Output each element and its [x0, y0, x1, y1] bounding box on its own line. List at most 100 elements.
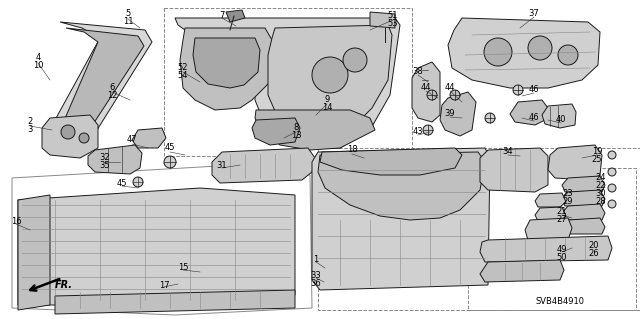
- Polygon shape: [268, 25, 392, 138]
- Text: 31: 31: [217, 161, 227, 170]
- Circle shape: [450, 90, 460, 100]
- Bar: [468, 168, 636, 310]
- Circle shape: [558, 45, 578, 65]
- Circle shape: [427, 90, 437, 100]
- Text: 9: 9: [324, 95, 330, 105]
- Text: 8: 8: [293, 123, 299, 132]
- Circle shape: [513, 85, 523, 95]
- Circle shape: [608, 200, 616, 208]
- Text: 27: 27: [557, 216, 567, 225]
- Text: 38: 38: [413, 68, 424, 77]
- Text: 17: 17: [159, 280, 170, 290]
- Polygon shape: [562, 204, 605, 220]
- Text: 30: 30: [596, 189, 606, 198]
- Polygon shape: [562, 176, 605, 192]
- Polygon shape: [193, 38, 260, 88]
- Polygon shape: [180, 28, 272, 110]
- Text: 26: 26: [589, 249, 599, 258]
- Polygon shape: [448, 18, 600, 88]
- Polygon shape: [18, 188, 295, 305]
- Polygon shape: [535, 207, 566, 221]
- Circle shape: [528, 36, 552, 60]
- Polygon shape: [60, 28, 144, 138]
- Text: 6: 6: [109, 84, 115, 93]
- Circle shape: [61, 125, 75, 139]
- Text: 20: 20: [589, 241, 599, 250]
- Text: 23: 23: [563, 189, 573, 198]
- Polygon shape: [440, 92, 476, 136]
- Text: 40: 40: [556, 115, 566, 124]
- Text: 10: 10: [33, 62, 44, 70]
- Circle shape: [608, 184, 616, 192]
- Text: 37: 37: [529, 10, 540, 19]
- Text: 25: 25: [592, 155, 602, 165]
- Polygon shape: [320, 148, 462, 175]
- Circle shape: [164, 156, 176, 168]
- Polygon shape: [542, 104, 576, 128]
- Text: 4: 4: [35, 54, 40, 63]
- Text: 3: 3: [28, 125, 33, 135]
- Circle shape: [423, 125, 433, 135]
- Polygon shape: [480, 260, 564, 282]
- Text: FR.: FR.: [55, 280, 73, 290]
- Polygon shape: [535, 193, 566, 207]
- Text: 2: 2: [28, 117, 33, 127]
- Polygon shape: [55, 290, 295, 314]
- Text: 43: 43: [413, 128, 423, 137]
- Text: 44: 44: [420, 84, 431, 93]
- Bar: [164, 8, 412, 156]
- Text: 51: 51: [388, 11, 398, 20]
- Polygon shape: [370, 12, 395, 28]
- Polygon shape: [175, 18, 400, 148]
- Polygon shape: [480, 148, 548, 192]
- Text: 24: 24: [596, 174, 606, 182]
- Polygon shape: [132, 128, 166, 148]
- Text: 21: 21: [557, 207, 567, 217]
- Polygon shape: [318, 152, 485, 220]
- Circle shape: [79, 133, 89, 143]
- Polygon shape: [255, 110, 375, 150]
- Text: 46: 46: [529, 114, 540, 122]
- Text: 45: 45: [116, 180, 127, 189]
- Circle shape: [312, 57, 348, 93]
- Circle shape: [484, 38, 512, 66]
- Polygon shape: [562, 218, 605, 234]
- Polygon shape: [562, 190, 605, 206]
- Text: SVB4B4910: SVB4B4910: [536, 298, 584, 307]
- Text: 36: 36: [310, 279, 321, 288]
- Text: 34: 34: [502, 147, 513, 157]
- Text: 32: 32: [100, 153, 110, 162]
- Polygon shape: [88, 145, 142, 174]
- Polygon shape: [18, 195, 50, 310]
- Polygon shape: [50, 22, 152, 145]
- Polygon shape: [412, 62, 440, 122]
- Text: 16: 16: [11, 218, 21, 226]
- Text: 5: 5: [125, 10, 131, 19]
- Text: 45: 45: [164, 144, 175, 152]
- Circle shape: [133, 177, 143, 187]
- Text: 19: 19: [592, 147, 602, 157]
- Polygon shape: [252, 118, 300, 145]
- Text: 35: 35: [100, 161, 110, 170]
- Text: 22: 22: [596, 182, 606, 190]
- Polygon shape: [525, 218, 572, 240]
- Text: 39: 39: [445, 109, 455, 118]
- Circle shape: [343, 48, 367, 72]
- Text: 13: 13: [291, 131, 301, 140]
- Text: 29: 29: [563, 197, 573, 206]
- Circle shape: [608, 168, 616, 176]
- Text: 15: 15: [178, 263, 188, 272]
- Text: 11: 11: [123, 18, 133, 26]
- Text: 18: 18: [347, 145, 357, 154]
- Text: 7: 7: [220, 11, 225, 19]
- Text: 47: 47: [127, 136, 138, 145]
- Polygon shape: [510, 100, 548, 125]
- Text: 28: 28: [596, 197, 606, 206]
- Text: 49: 49: [557, 246, 567, 255]
- Text: 53: 53: [388, 19, 398, 28]
- Polygon shape: [212, 148, 315, 183]
- Circle shape: [608, 151, 616, 159]
- Text: 33: 33: [310, 271, 321, 280]
- Text: 44: 44: [445, 84, 455, 93]
- Circle shape: [485, 113, 495, 123]
